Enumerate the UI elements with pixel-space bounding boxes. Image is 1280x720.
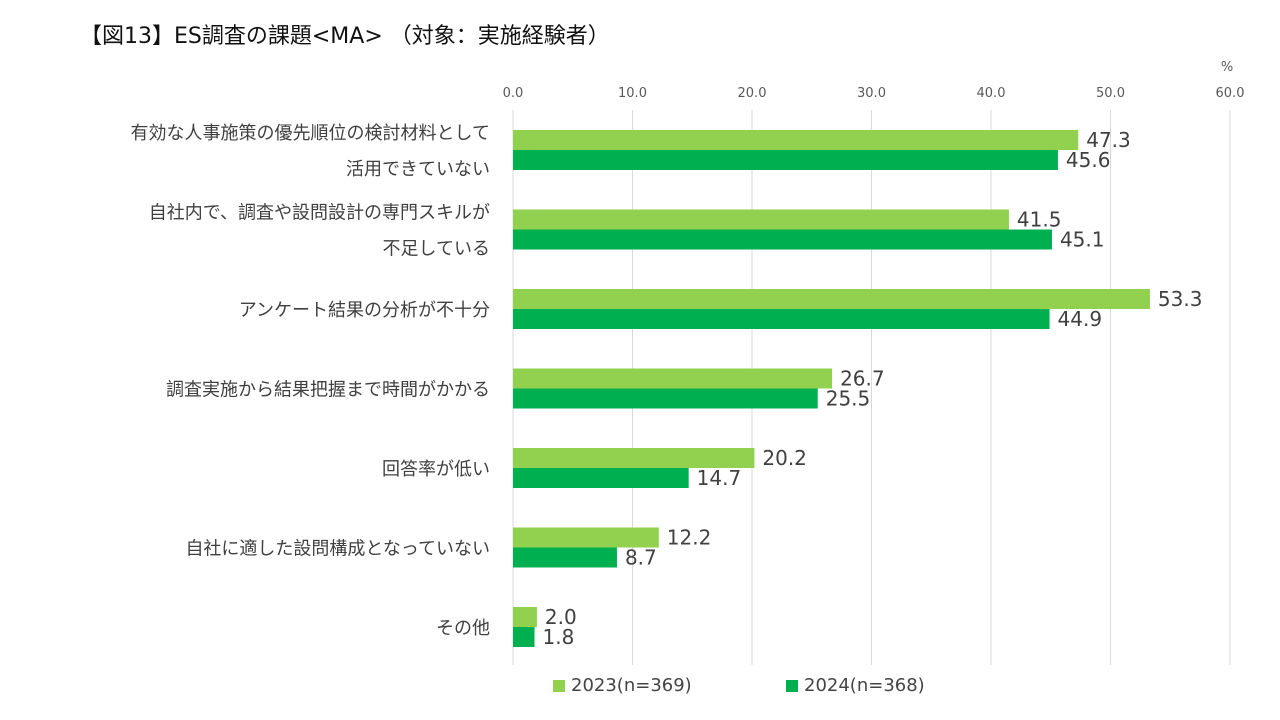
bar-2023 [513, 289, 1150, 309]
x-tick-label: 50.0 [1096, 86, 1125, 101]
category-label: 不足している [383, 239, 490, 260]
data-label: 45.1 [1060, 228, 1105, 252]
data-label: 41.5 [1017, 208, 1062, 232]
bar-2024 [513, 150, 1058, 170]
category-label: 回答率が低い [382, 459, 490, 480]
category-label: その他 [436, 618, 490, 639]
x-tick-label: 40.0 [977, 86, 1006, 101]
x-tick-label: 10.0 [618, 86, 647, 101]
category-label: 有効な人事施策の優先順位の検討材料として [131, 123, 490, 144]
bar-2024 [513, 388, 818, 409]
legend-item-2024: 2024(n=368) [786, 675, 925, 696]
data-label: 20.2 [762, 446, 807, 470]
data-label: 2.0 [545, 605, 577, 629]
x-tick-label: 0.0 [503, 86, 524, 101]
legend: 2023(n=369) 2024(n=368) [0, 675, 1280, 699]
data-label: 47.3 [1086, 128, 1131, 152]
legend-label-2023: 2023(n=369) [571, 675, 692, 696]
data-label: 26.7 [840, 367, 885, 391]
bar-2024 [513, 627, 535, 647]
data-label: 53.3 [1158, 287, 1203, 311]
data-label: 12.2 [667, 526, 712, 550]
bar-2024 [513, 547, 617, 568]
bar-2024 [513, 229, 1052, 250]
data-label: 14.7 [697, 466, 742, 490]
category-label: 調査実施から結果把握まで時間がかかる [166, 380, 490, 401]
unit-label: % [1221, 60, 1233, 75]
legend-swatch-2023 [553, 679, 565, 692]
bar-2023 [513, 130, 1079, 150]
data-label: 44.9 [1058, 307, 1103, 331]
chart-title: 【図13】ES調査の課題<MA> （対象：実施経験者） [80, 24, 610, 49]
bar-2023 [513, 448, 755, 468]
category-label: 自社に適した設問構成となっていない [185, 539, 490, 560]
bar-2024 [513, 468, 689, 488]
data-label: 25.5 [826, 387, 871, 411]
category-label: 自社内で、調査や設問設計の専門スキルが [149, 203, 490, 224]
legend-label-2024: 2024(n=368) [804, 675, 925, 696]
bar-2024 [513, 309, 1050, 329]
data-label: 45.6 [1066, 148, 1111, 172]
bar-2023 [513, 607, 537, 627]
x-tick-label: 20.0 [738, 86, 767, 101]
bar-2023 [513, 368, 833, 389]
bar-2023 [513, 209, 1009, 230]
x-tick-label: 30.0 [857, 86, 886, 101]
legend-swatch-2024 [786, 679, 798, 692]
legend-item-2023: 2023(n=369) [553, 675, 692, 696]
data-label: 1.8 [543, 625, 575, 649]
category-label: 活用できていない [346, 159, 490, 180]
data-label: 8.7 [625, 546, 657, 570]
x-tick-label: 60.0 [1216, 86, 1245, 101]
bar-2023 [513, 527, 659, 548]
category-label: アンケート結果の分析が不十分 [239, 300, 490, 321]
